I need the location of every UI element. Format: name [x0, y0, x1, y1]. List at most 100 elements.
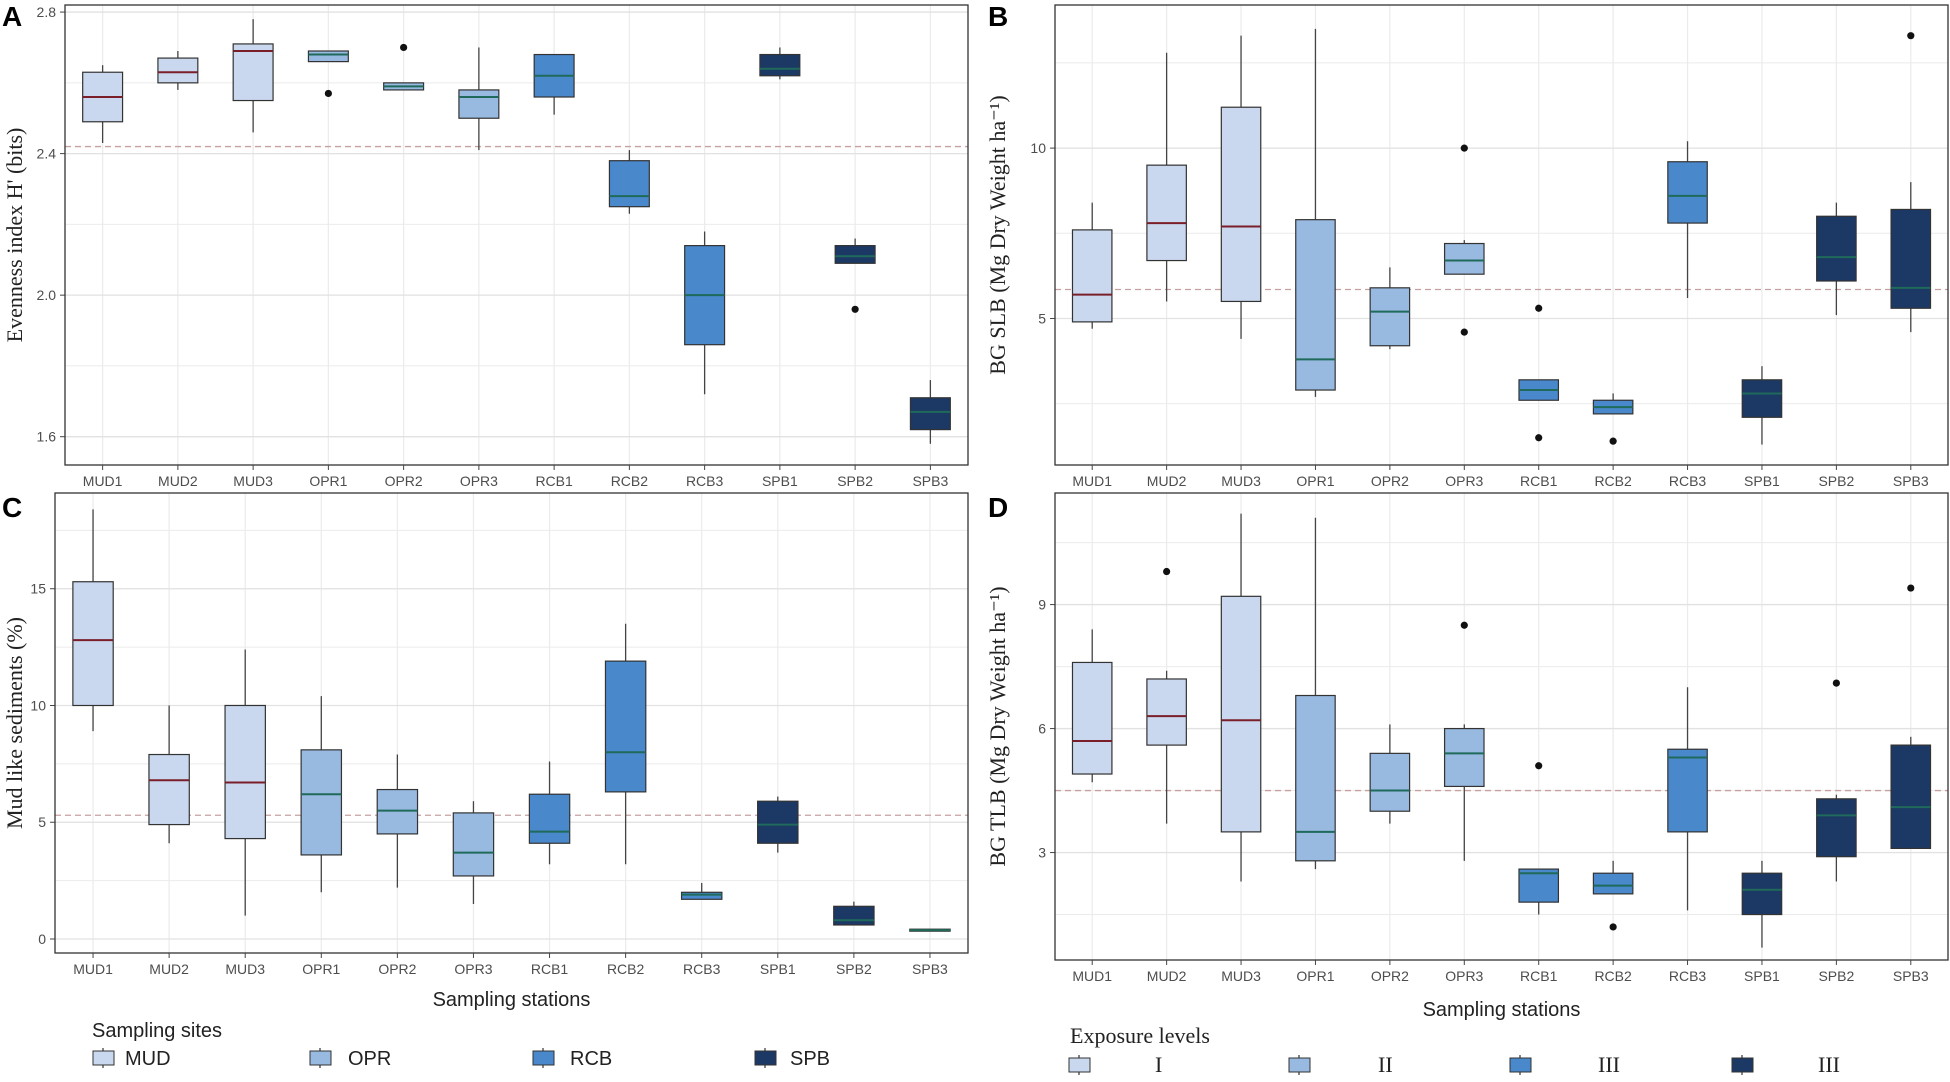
box-rcb1: [533, 53, 575, 115]
y-tick-label: 2.0: [37, 287, 57, 303]
x-tick-label: OPR1: [302, 961, 340, 977]
box-iqr: [909, 397, 951, 431]
box-iqr: [1667, 161, 1708, 224]
legend-swatch-rcb: [532, 1050, 555, 1066]
box-iqr: [1146, 164, 1187, 262]
box-spb1: [1741, 366, 1783, 445]
x-tick-label: MUD3: [1221, 968, 1261, 984]
y-tick-label: 10: [30, 697, 46, 713]
box-iqr: [1816, 798, 1857, 858]
panel-letter: A: [2, 1, 22, 32]
x-tick-label: MUD1: [83, 473, 123, 489]
legend-label-rcb: RCB: [570, 1048, 612, 1070]
box-iqr: [1071, 661, 1113, 775]
box-spb3: [909, 928, 951, 932]
legend-item-rcb: RCB: [532, 1048, 612, 1070]
y-tick-label: 3: [1038, 845, 1046, 861]
legend-item-level-2: II: [1288, 1052, 1393, 1077]
box-iqr: [528, 793, 571, 844]
box-mud2: [1146, 52, 1187, 302]
box-iqr: [157, 57, 199, 84]
y-axis-label: Evenness index H' (bits): [2, 128, 27, 343]
legend-label-level-3: III: [1598, 1052, 1620, 1077]
box-opr3: [452, 801, 495, 904]
x-tick-label: OPR2: [1371, 968, 1409, 984]
box-iqr: [1890, 208, 1932, 309]
panel-b: B 5 10 MUD1 MUD2 MUD3 OPR1 OPR2 OPR3 RCB1 RCB2 RCB3…: [985, 1, 1949, 489]
plot-area: [65, 5, 968, 465]
plot-area: [1055, 493, 1948, 960]
x-tick-label: OPR2: [385, 473, 423, 489]
box-iqr: [1220, 106, 1262, 303]
outlier-point: [1460, 328, 1468, 336]
outlier-point: [1460, 144, 1468, 152]
legend-item-opr: OPR: [309, 1048, 391, 1070]
box-iqr: [1443, 727, 1485, 788]
legend-swatch-mud: [92, 1050, 115, 1066]
outlier-point: [1609, 437, 1617, 445]
box-iqr: [1369, 752, 1411, 812]
box-opr2: [376, 754, 419, 888]
x-tick-label: RCB2: [611, 473, 649, 489]
x-tick-label: OPR1: [1296, 968, 1334, 984]
box-iqr: [604, 660, 647, 793]
y-tick-label: 5: [1038, 310, 1046, 326]
box-iqr: [300, 749, 343, 856]
y-tick-label: 10: [1030, 140, 1046, 156]
x-tick-label: RCB1: [1520, 968, 1558, 984]
box-opr2: [383, 43, 425, 91]
x-tick-label: MUD1: [1072, 473, 1112, 489]
box-rcb1: [528, 761, 571, 865]
box-opr3: [1443, 144, 1485, 336]
legend-item-level-4: III: [1731, 1052, 1840, 1077]
box-spb3: [1890, 584, 1932, 850]
x-tick-label: RCB2: [1594, 473, 1632, 489]
box-iqr: [608, 160, 650, 208]
plot-border: [64, 4, 969, 466]
outlier-point: [400, 43, 408, 52]
box-mud1: [1071, 629, 1113, 783]
box-opr2: [1369, 724, 1411, 824]
box-spb1: [759, 47, 801, 80]
box-mud1: [82, 65, 124, 143]
y-tick-label: 9: [1038, 597, 1046, 613]
box-spb3: [909, 380, 951, 444]
box-spb2: [1816, 202, 1857, 316]
legend-exposure-levels: Exposure levels I II III III: [1068, 1023, 1840, 1077]
x-tick-label: SPB1: [762, 473, 798, 489]
x-axis-label: Sampling stations: [433, 989, 591, 1011]
x-tick-label: MUD1: [73, 961, 113, 977]
x-tick-label: RCB1: [535, 473, 573, 489]
x-tick-label: OPR3: [1445, 968, 1483, 984]
outlier-point: [1907, 32, 1915, 40]
outlier-point: [1535, 762, 1543, 770]
box-iqr: [1220, 595, 1262, 833]
box-iqr: [1890, 744, 1932, 850]
legend-title: Exposure levels: [1070, 1023, 1210, 1048]
box-iqr: [1443, 242, 1485, 275]
outlier-point: [324, 89, 332, 98]
box-spb3: [1890, 32, 1932, 333]
x-tick-label: SPB2: [1818, 473, 1854, 489]
box-iqr: [1741, 872, 1783, 916]
box-rcb2: [1592, 860, 1634, 931]
x-tick-label: SPB1: [1744, 968, 1780, 984]
legend-swatch-level-2: [1288, 1057, 1311, 1073]
x-tick-label: SPB2: [1818, 968, 1854, 984]
box-spb2: [834, 238, 876, 313]
box-mud2: [1146, 567, 1187, 824]
box-iqr: [307, 50, 349, 63]
outlier-point: [1832, 679, 1840, 687]
box-iqr: [1667, 748, 1708, 833]
box-spb1: [1741, 860, 1783, 948]
x-tick-label: OPR2: [378, 961, 416, 977]
outlier-point: [1535, 434, 1543, 442]
outlier-point: [1535, 304, 1543, 312]
box-iqr: [1592, 872, 1634, 895]
box-iqr: [224, 704, 266, 840]
box-iqr: [1146, 678, 1187, 746]
x-tick-label: MUD1: [1072, 968, 1112, 984]
x-tick-label: SPB3: [912, 473, 948, 489]
box-iqr: [680, 891, 723, 900]
box-iqr: [1518, 868, 1560, 903]
